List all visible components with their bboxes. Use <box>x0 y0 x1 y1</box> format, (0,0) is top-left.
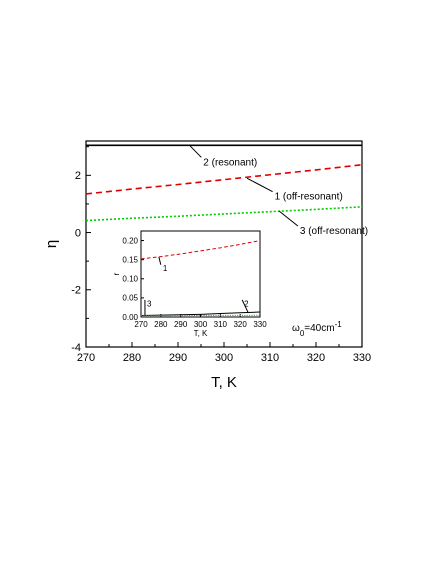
x-tick-label: 280 <box>123 352 141 364</box>
inset-y-axis-title: r <box>112 272 121 275</box>
x-tick-label: 330 <box>353 352 371 364</box>
annotation-label: 2 (resonant) <box>203 157 257 168</box>
annotation-leader <box>189 144 202 158</box>
inset-x-tick-label: 330 <box>253 320 267 329</box>
y-tick-label: 2 <box>75 170 81 182</box>
x-tick-label: 320 <box>307 352 325 364</box>
series-line <box>85 163 363 195</box>
x-axis-title: T, K <box>211 374 237 391</box>
x-tick-label: 300 <box>215 352 233 364</box>
y-tick-label: -4 <box>71 342 81 354</box>
inset-x-tick-label: 300 <box>194 320 208 329</box>
inset-x-tick-label: 290 <box>174 320 188 329</box>
parameter-label: ω0=40cm-1 <box>292 320 342 338</box>
x-tick-label: 290 <box>169 352 187 364</box>
inset-series-line <box>140 240 261 260</box>
annotation-leader <box>246 177 273 193</box>
x-tick-label: 310 <box>261 352 279 364</box>
y-tick-label: 0 <box>75 227 81 239</box>
inset-y-tick-label: 0.00 <box>122 313 138 322</box>
inset-y-tick-label: 0.10 <box>122 275 138 284</box>
inset-annotation-label: 2 <box>244 299 249 308</box>
inset-plot: 270 280 290 300 310 320 330 0.00 0.05 0.10 0.15 0.2… <box>112 230 267 338</box>
y-axis-title: η <box>43 240 60 248</box>
annotation-label: 1 (off-resonant) <box>275 192 343 203</box>
inset-x-tick-label: 310 <box>214 320 228 329</box>
main-plot: 270 280 290 300 310 320 330 -4 -2 0 2 2 (resonant) 1… <box>43 140 371 391</box>
y-tick-label: -2 <box>71 285 81 297</box>
inset-annotation-label: 3 <box>147 299 152 308</box>
series-line <box>85 206 363 222</box>
inset-annotation-leader <box>241 299 249 313</box>
annotation-leader <box>278 210 299 227</box>
inset-x-tick-label: 280 <box>154 320 168 329</box>
inset-series-line <box>140 311 261 316</box>
inset-x-tick-label: 320 <box>233 320 247 329</box>
inset-y-tick-label: 0.05 <box>122 294 138 303</box>
inset-plot-frame <box>140 230 261 318</box>
inset-x-tick-label: 270 <box>134 320 148 329</box>
inset-y-tick-label: 0.15 <box>122 255 138 264</box>
inset-y-tick-label: 0.20 <box>122 236 138 245</box>
x-tick-label: 270 <box>77 352 95 364</box>
inset-annotation-leader <box>158 256 162 265</box>
inset-x-axis-title: T, K <box>194 329 208 338</box>
inset-annotation-label: 1 <box>163 264 168 273</box>
annotation-label: 3 (off-resonant) <box>300 226 368 237</box>
